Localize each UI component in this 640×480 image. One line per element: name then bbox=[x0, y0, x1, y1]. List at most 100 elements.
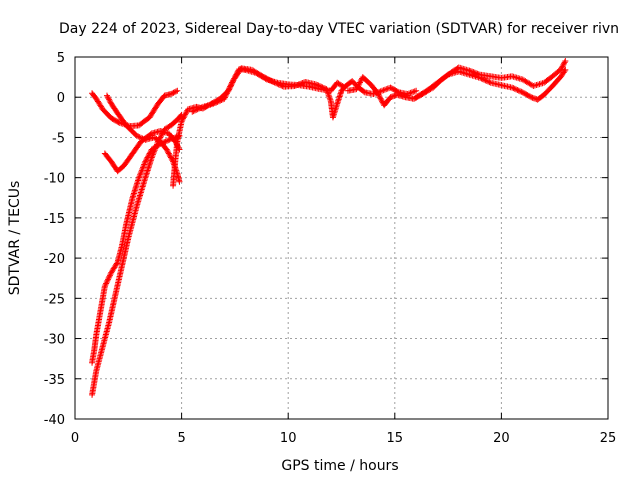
data-point bbox=[370, 91, 377, 98]
data-point bbox=[167, 136, 174, 143]
chart-title: Day 224 of 2023, Sidereal Day-to-day VTE… bbox=[59, 21, 619, 37]
data-point bbox=[136, 173, 143, 180]
data-point bbox=[167, 153, 174, 160]
data-point bbox=[167, 91, 174, 98]
data-point bbox=[195, 105, 202, 112]
data-point bbox=[561, 59, 568, 66]
data-point bbox=[106, 272, 113, 279]
data-point bbox=[354, 84, 361, 91]
data-point bbox=[314, 81, 321, 88]
data-point bbox=[113, 260, 120, 267]
data-point bbox=[225, 87, 232, 94]
data-point bbox=[160, 129, 167, 136]
data-point bbox=[482, 77, 489, 84]
data-point bbox=[176, 178, 183, 185]
data-point bbox=[140, 162, 147, 169]
data-point bbox=[136, 134, 143, 141]
data-point bbox=[357, 78, 364, 85]
data-point bbox=[562, 58, 569, 65]
data-point bbox=[381, 86, 388, 93]
data-point bbox=[380, 87, 387, 94]
data-point bbox=[156, 135, 163, 142]
data-point bbox=[226, 84, 233, 91]
data-point bbox=[159, 139, 166, 146]
data-point bbox=[511, 85, 518, 92]
data-point bbox=[182, 110, 189, 117]
data-point bbox=[135, 174, 142, 181]
data-point bbox=[514, 86, 521, 93]
data-point bbox=[259, 73, 266, 80]
data-point bbox=[483, 77, 490, 84]
series-arc-4 bbox=[89, 132, 183, 366]
data-point bbox=[295, 81, 302, 88]
data-point bbox=[509, 84, 516, 91]
data-point bbox=[173, 88, 180, 95]
data-point bbox=[510, 85, 517, 92]
data-point bbox=[224, 89, 231, 96]
data-point bbox=[408, 89, 415, 96]
axis-ticks: 0 5 10 15 20 25 5 0 -5 -10 -15 -20 -25 -30 -35 -40 bbox=[44, 51, 617, 446]
data-point bbox=[355, 82, 362, 89]
data-point bbox=[375, 91, 382, 98]
data-point bbox=[267, 77, 274, 84]
data-point bbox=[214, 98, 221, 105]
data-point bbox=[180, 114, 187, 121]
data-point bbox=[315, 82, 322, 89]
grid-lines bbox=[75, 57, 608, 419]
data-point bbox=[166, 136, 173, 143]
data-point bbox=[561, 68, 568, 75]
data-point bbox=[558, 64, 565, 71]
data-point bbox=[394, 88, 401, 95]
data-point bbox=[406, 90, 413, 97]
data-point bbox=[376, 94, 383, 101]
y-axis-title: SDTVAR / TECUs bbox=[7, 181, 23, 296]
data-point bbox=[197, 105, 204, 112]
data-point bbox=[211, 100, 218, 107]
data-point bbox=[353, 86, 360, 93]
data-point bbox=[270, 78, 277, 85]
x-tick-label: 0 bbox=[71, 431, 79, 446]
data-point bbox=[562, 66, 569, 73]
data-point bbox=[221, 94, 228, 101]
data-point bbox=[518, 88, 525, 95]
data-point bbox=[378, 96, 385, 103]
data-point bbox=[101, 283, 108, 290]
y-tick-label: -30 bbox=[44, 333, 65, 348]
data-point bbox=[221, 95, 228, 102]
data-point bbox=[296, 80, 303, 87]
data-point bbox=[198, 104, 205, 111]
data-point bbox=[178, 118, 185, 125]
data-point bbox=[191, 107, 198, 114]
data-point bbox=[171, 89, 178, 96]
data-point bbox=[190, 108, 197, 115]
plot-area-frame bbox=[74, 56, 609, 420]
data-point bbox=[515, 87, 522, 94]
data-point bbox=[356, 80, 363, 87]
data-point bbox=[298, 80, 305, 87]
data-point bbox=[151, 147, 158, 154]
data-point bbox=[135, 133, 142, 140]
data-point bbox=[170, 89, 177, 96]
data-point bbox=[106, 96, 113, 103]
data-point bbox=[262, 74, 269, 81]
data-point bbox=[153, 141, 160, 148]
data-point bbox=[486, 79, 493, 86]
data-point bbox=[223, 91, 230, 98]
data-point bbox=[217, 97, 224, 104]
data-point bbox=[163, 146, 170, 153]
data-point bbox=[155, 138, 162, 145]
data-point bbox=[138, 167, 145, 174]
y-tick-label: -40 bbox=[44, 413, 65, 428]
data-point bbox=[485, 78, 492, 85]
series-arc-9 bbox=[413, 66, 569, 103]
data-point bbox=[479, 76, 486, 83]
data-point bbox=[169, 90, 176, 97]
data-point bbox=[272, 80, 279, 87]
data-point bbox=[105, 275, 112, 282]
data-point bbox=[377, 95, 384, 102]
data-point bbox=[147, 131, 154, 138]
data-point bbox=[560, 60, 567, 67]
data-point bbox=[162, 138, 169, 145]
data-point bbox=[179, 117, 186, 124]
